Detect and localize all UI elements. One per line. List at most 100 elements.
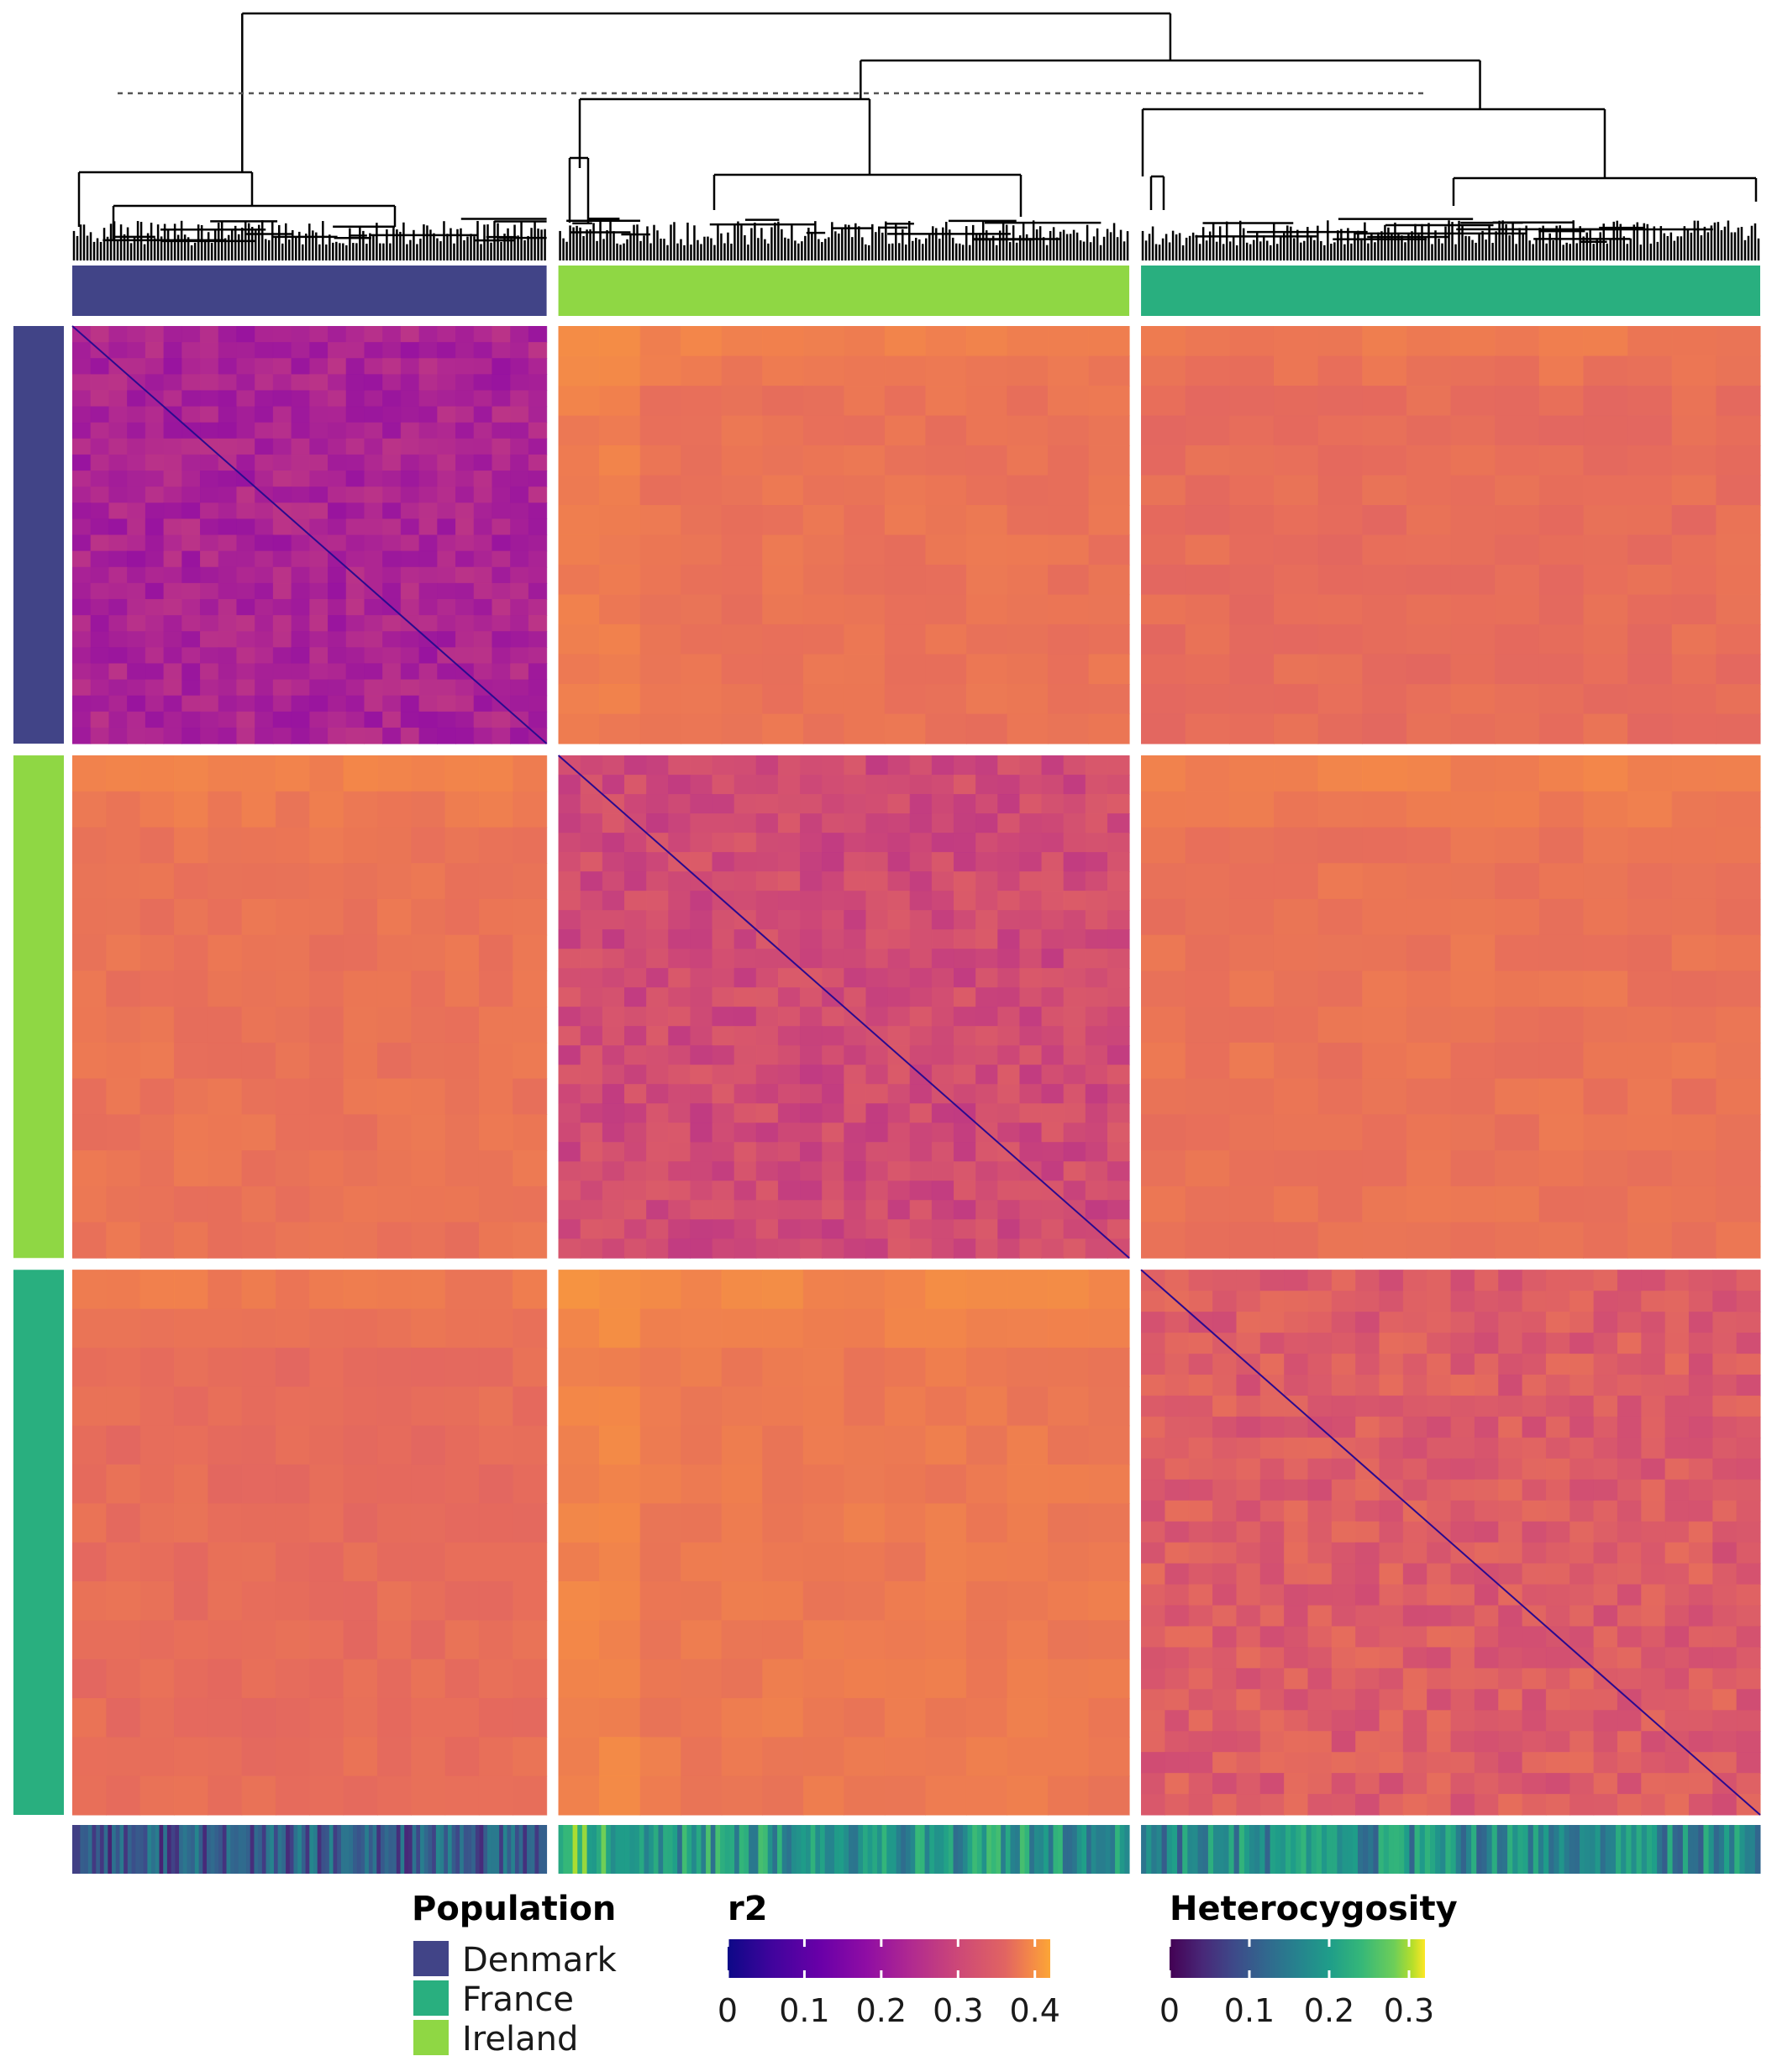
heatmap-cell xyxy=(291,422,310,439)
heatmap-cell xyxy=(558,1775,600,1816)
heatmap-cell xyxy=(510,422,529,439)
heatmap-cell xyxy=(1736,1563,1761,1586)
heatmap-cell xyxy=(309,1150,344,1187)
heatmap-cell xyxy=(602,852,625,872)
heatmap-cell xyxy=(1331,1458,1356,1480)
top-annotation-france xyxy=(1141,266,1760,316)
heatmap-cell xyxy=(411,1697,446,1738)
heatmap-cell xyxy=(255,582,274,600)
heatmap-cell xyxy=(602,1045,625,1065)
heatmap-cell xyxy=(345,358,365,375)
heatmap-cell xyxy=(844,1142,867,1162)
heatmap-cell xyxy=(755,813,779,834)
heatmap-cell xyxy=(1450,1668,1475,1690)
heatmap-cell xyxy=(343,1007,378,1044)
heatmap-cell xyxy=(236,502,255,520)
heatmap-cell xyxy=(236,663,255,681)
heatmap-cell xyxy=(953,852,976,872)
heatmap-cell xyxy=(1259,1291,1285,1312)
heatmap-cell xyxy=(1007,1270,1049,1310)
heatmap-cell xyxy=(1165,1626,1190,1648)
heatmap-cell xyxy=(1716,1150,1761,1187)
heatmap-cell xyxy=(181,374,201,392)
heatmap-cell xyxy=(822,949,844,969)
heatmap-cell xyxy=(108,615,128,632)
heatmap-cell xyxy=(1362,970,1407,1007)
heterozygosity-cell xyxy=(1574,1825,1580,1874)
heatmap-cell xyxy=(733,1181,757,1201)
heterozygosity-cell xyxy=(1404,1825,1410,1874)
heatmap-cell xyxy=(376,1186,412,1223)
heatmap-cell xyxy=(1593,1374,1618,1396)
heatmap-cell xyxy=(822,910,844,930)
heatmap-cell xyxy=(1284,1374,1309,1396)
heatmap-cell xyxy=(181,582,201,600)
heatmap-cell xyxy=(1495,355,1540,387)
heatmap-cell xyxy=(1088,1308,1130,1349)
heatmap-cell xyxy=(510,647,529,665)
heatmap-cell xyxy=(108,518,128,536)
heatmap-cell xyxy=(1736,1710,1761,1732)
heatmap-cell xyxy=(599,386,641,417)
heterozygosity-cell xyxy=(558,1825,564,1874)
heatmap-cell xyxy=(623,1142,647,1162)
heatmap-cell xyxy=(712,1181,735,1201)
heterozygosity-cell xyxy=(996,1825,1002,1874)
heatmap-cell xyxy=(1019,1219,1043,1239)
heatmap-cell xyxy=(1583,1042,1628,1080)
heterozygosity-cell xyxy=(1301,1825,1307,1874)
heatmap-cell xyxy=(478,1737,513,1777)
heatmap-cell xyxy=(1362,1042,1407,1080)
heatmap-cell xyxy=(163,534,182,552)
heatmap-cell xyxy=(382,534,402,552)
heatmap-cell xyxy=(1284,1312,1309,1333)
heatmap-cell xyxy=(1273,863,1319,900)
heatmap-cell xyxy=(802,1386,844,1427)
heatmap-cell xyxy=(1047,1580,1090,1621)
heatmap-cell xyxy=(1331,1333,1356,1354)
heatmap-cell xyxy=(865,852,889,872)
heatmap-cell xyxy=(558,1425,600,1465)
heatmap-cell xyxy=(1736,1270,1761,1291)
heatmap-cell xyxy=(909,1219,933,1239)
heatmap-cell xyxy=(1450,624,1496,655)
heatmap-cell xyxy=(1545,1458,1570,1480)
heatmap-cell xyxy=(1498,1333,1523,1354)
heatmap-cell xyxy=(1188,1794,1213,1816)
heatmap-cell xyxy=(646,1084,669,1104)
heatmap-cell xyxy=(884,475,926,506)
heatmap-cell xyxy=(1617,1270,1642,1291)
heatmap-cell xyxy=(400,390,420,408)
heatmap-cell xyxy=(1063,987,1086,1007)
heatmap-cell xyxy=(1185,713,1230,744)
heatmap-cell xyxy=(492,566,511,584)
heatmap-cell xyxy=(721,1386,763,1427)
heatmap-cell xyxy=(437,582,456,600)
heatmap-cell xyxy=(173,1620,208,1660)
heatmap-cell xyxy=(309,358,329,375)
heatmap-cell xyxy=(777,852,801,872)
heatmap-cell xyxy=(1041,1161,1065,1181)
heatmap-cell xyxy=(1627,386,1673,417)
heatmap-cell xyxy=(139,755,175,792)
heterozygosity-cell xyxy=(246,1825,251,1874)
heatmap-cell xyxy=(755,1161,779,1181)
heatmap-cell xyxy=(965,1659,1008,1699)
heatmap-cell xyxy=(291,534,310,552)
heatmap-cell xyxy=(1627,1078,1673,1115)
heterozygosity-cell xyxy=(135,1825,140,1874)
heatmap-cell xyxy=(558,1181,581,1201)
heatmap-cell xyxy=(1107,775,1130,795)
heatmap-cell xyxy=(1107,910,1130,930)
heatmap-cell xyxy=(400,534,420,552)
heatmap-cell xyxy=(1736,1752,1761,1774)
heatmap-cell xyxy=(492,518,511,536)
heatmap-cell xyxy=(218,695,238,713)
heatmap-cell xyxy=(800,910,823,930)
heatmap-cell xyxy=(925,1737,967,1777)
heatmap-cell xyxy=(1317,475,1363,506)
heterozygosity-cell xyxy=(677,1825,683,1874)
heatmap-cell xyxy=(1141,1668,1166,1690)
heterozygosity-cell xyxy=(159,1825,164,1874)
heterozygosity-cell xyxy=(1460,1825,1467,1874)
